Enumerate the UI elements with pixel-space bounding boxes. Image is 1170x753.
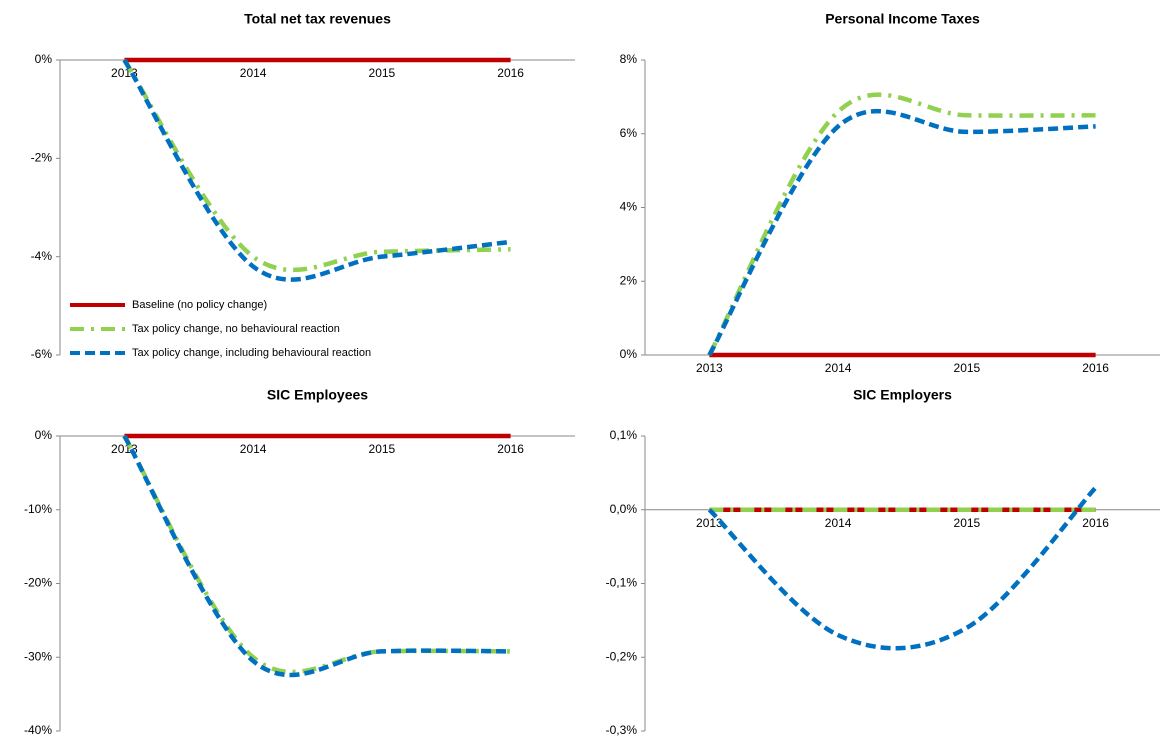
series-line (122, 434, 511, 678)
x-tick-label: 2016 (497, 442, 524, 456)
y-tick-label: 0% (620, 347, 638, 361)
x-tick-label: 2013 (696, 361, 723, 375)
series-line (707, 108, 1096, 357)
y-tick-label: -40% (24, 723, 52, 737)
series-line (707, 92, 1096, 357)
series-line (707, 486, 1098, 651)
x-tick-label: 2014 (240, 66, 267, 80)
series-line (122, 58, 511, 273)
series-line (122, 58, 511, 282)
y-tick-label: 0% (35, 52, 53, 66)
x-tick-label: 2015 (954, 516, 981, 530)
x-tick-label: 2014 (825, 516, 852, 530)
chart-title: Total net tax revenues (244, 11, 391, 27)
panel: SIC Employers 0,1% 0,0% -0,1% -0,2% -0,3% 2013… (606, 387, 1160, 737)
x-tick-label: 2016 (497, 66, 524, 80)
series-line (122, 434, 511, 675)
x-tick-label: 2014 (825, 361, 852, 375)
panel: Personal Income Taxes 0% 2% 4% 6% 8% 2013 2014 2… (620, 11, 1160, 375)
y-tick-label: -20% (24, 576, 52, 590)
chart-title: Personal Income Taxes (825, 11, 980, 27)
legend-label: Baseline (no policy change) (132, 299, 267, 311)
y-tick-label: 8% (620, 52, 638, 66)
y-tick-label: -30% (24, 649, 52, 663)
legend-label: Tax policy change, including behavioural… (132, 347, 371, 359)
y-tick-label: -0,2% (606, 649, 638, 663)
x-tick-label: 2013 (696, 516, 723, 530)
chart-title: SIC Employees (267, 387, 368, 403)
y-tick-label: 0,0% (610, 502, 638, 516)
y-tick-label: 0% (35, 428, 53, 442)
y-tick-label: -4% (31, 249, 53, 263)
legend-label: Tax policy change, no behavioural reacti… (132, 323, 340, 335)
y-tick-label: -10% (24, 502, 52, 516)
y-tick-label: 4% (620, 200, 638, 214)
y-tick-label: -2% (31, 151, 53, 165)
chart-title: SIC Employers (853, 387, 952, 403)
y-tick-label: 2% (620, 273, 638, 287)
y-tick-label: -0,1% (606, 576, 638, 590)
x-tick-label: 2015 (954, 361, 981, 375)
y-tick-label: 6% (620, 126, 638, 140)
x-tick-label: 2015 (369, 442, 396, 456)
y-tick-label: -6% (31, 347, 53, 361)
x-tick-label: 2016 (1082, 361, 1109, 375)
y-tick-label: 0,1% (610, 428, 638, 442)
y-tick-label: -0,3% (606, 723, 638, 737)
x-tick-label: 2015 (369, 66, 396, 80)
x-tick-label: 2014 (240, 442, 267, 456)
x-tick-label: 2016 (1082, 516, 1109, 530)
